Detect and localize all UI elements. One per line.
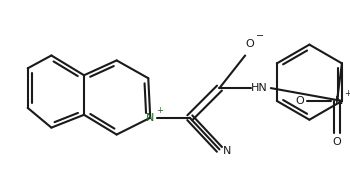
Text: N: N [335,96,343,106]
Text: −: − [256,31,264,41]
Text: O: O [295,96,304,106]
Text: −: − [287,87,295,97]
Text: O: O [246,39,254,49]
Text: N: N [146,113,154,123]
Text: O: O [332,137,341,147]
Text: +: + [344,89,350,97]
Text: +: + [156,106,163,115]
Text: HN: HN [251,83,267,93]
Text: N: N [223,146,232,156]
